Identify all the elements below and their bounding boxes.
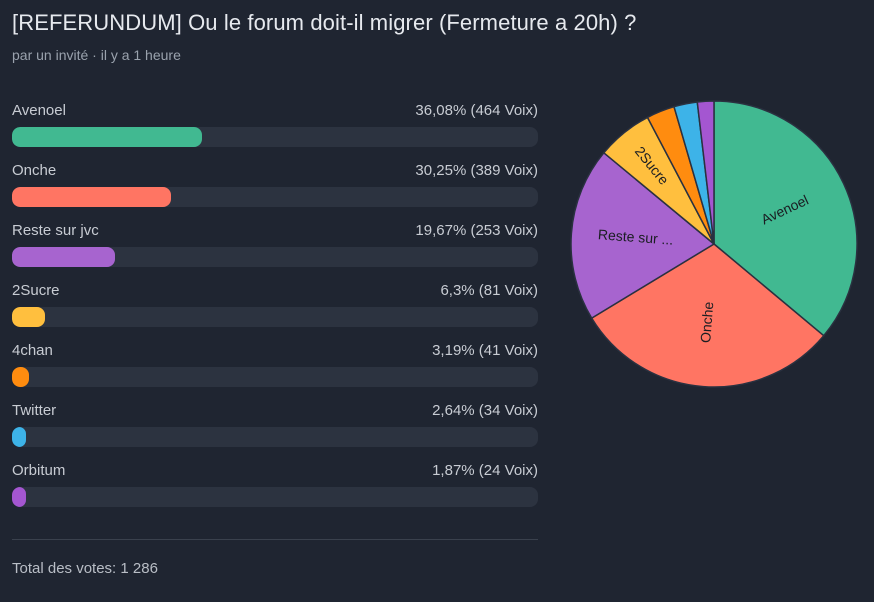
option-progress-track bbox=[12, 127, 538, 147]
option-label: Reste sur jvc bbox=[12, 222, 99, 239]
option-progress-fill bbox=[12, 427, 26, 447]
option-progress-fill bbox=[12, 247, 116, 267]
divider bbox=[12, 539, 538, 540]
option-progress-track bbox=[12, 427, 538, 447]
pie-slice bbox=[570, 151, 716, 320]
pie-slice bbox=[713, 100, 858, 337]
poll-option: Reste sur jvc 19,67% (253 Voix) bbox=[12, 222, 538, 282]
poll-option: 4chan 3,19% (41 Voix) bbox=[12, 342, 538, 402]
option-value: 3,19% (41 Voix) bbox=[432, 342, 538, 359]
option-value: 36,08% (464 Voix) bbox=[415, 102, 538, 119]
pie-slice-label: Reste sur ... bbox=[597, 226, 673, 247]
option-progress-track bbox=[12, 307, 538, 327]
option-progress-fill bbox=[12, 187, 172, 207]
poll-option: Avenoel 36,08% (464 Voix) bbox=[12, 102, 538, 162]
poll-options-list: Avenoel 36,08% (464 Voix) Onche 30,25% (389… bbox=[12, 102, 538, 522]
option-value: 1,87% (24 Voix) bbox=[432, 462, 538, 479]
option-progress-track bbox=[12, 367, 538, 387]
option-label: Avenoel bbox=[12, 102, 66, 119]
option-progress-fill bbox=[12, 367, 29, 387]
option-progress-track bbox=[12, 487, 538, 507]
option-value: 6,3% (81 Voix) bbox=[440, 282, 538, 299]
option-value: 30,25% (389 Voix) bbox=[415, 162, 538, 179]
option-progress-fill bbox=[12, 127, 202, 147]
option-progress-track bbox=[12, 187, 538, 207]
option-label: 2Sucre bbox=[12, 282, 60, 299]
option-progress-fill bbox=[12, 307, 46, 327]
pie-slice bbox=[590, 243, 825, 388]
option-label: Onche bbox=[12, 162, 57, 179]
poll-title: [REFERUNDUM] Ou le forum doit-il migrer … bbox=[12, 10, 637, 35]
option-label: Orbitum bbox=[12, 462, 66, 479]
total-votes: Total des votes: 1 286 bbox=[12, 560, 158, 577]
option-value: 2,64% (34 Voix) bbox=[432, 402, 538, 419]
poll-option: Onche 30,25% (389 Voix) bbox=[12, 162, 538, 222]
option-progress-fill bbox=[12, 487, 26, 507]
option-label: 4chan bbox=[12, 342, 53, 359]
option-value: 19,67% (253 Voix) bbox=[415, 222, 538, 239]
poll-option: 2Sucre 6,3% (81 Voix) bbox=[12, 282, 538, 342]
poll-option: Orbitum 1,87% (24 Voix) bbox=[12, 462, 538, 522]
poll-meta: par un invité · il y a 1 heure bbox=[12, 47, 181, 63]
option-progress-track bbox=[12, 247, 538, 267]
pie-slice bbox=[696, 100, 715, 245]
poll-option: Twitter 2,64% (34 Voix) bbox=[12, 402, 538, 462]
pie-slice-label: Onche bbox=[697, 301, 716, 344]
option-label: Twitter bbox=[12, 402, 57, 419]
